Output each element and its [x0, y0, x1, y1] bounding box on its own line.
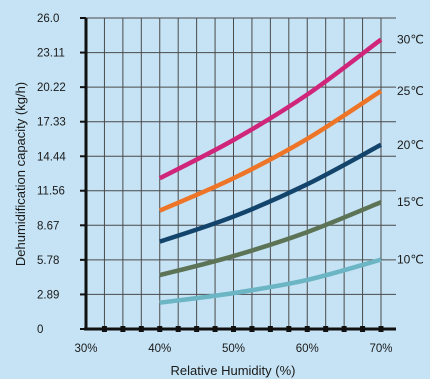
x-axis-title: Relative Humidity (%) — [171, 363, 296, 378]
series-label-20c: 20℃ — [397, 138, 424, 152]
x-tick-mark — [323, 326, 329, 332]
x-tick-mark — [231, 326, 236, 332]
y-tick-label: 23.11 — [37, 48, 65, 60]
x-tick-label: 40% — [148, 343, 171, 355]
series-line-25c — [158, 89, 383, 213]
tick-labels: 0 2.89 5.78 8.67 11.56 14.44 17.33 20.22 23.11 26… — [37, 13, 393, 355]
y-tick-label: 0 — [37, 324, 43, 336]
x-tick-mark — [360, 326, 366, 332]
x-tick-mark — [138, 326, 144, 332]
series-label-30c: 30℃ — [397, 33, 424, 47]
y-tick-label: 26.0 — [37, 13, 59, 25]
series-label-25c: 25℃ — [397, 84, 424, 98]
axes — [80, 17, 396, 332]
x-tick-mark — [341, 326, 347, 332]
x-tick-label: 50% — [222, 343, 245, 355]
x-tick-mark — [212, 326, 218, 332]
x-tick-mark — [249, 326, 255, 332]
y-tick-label: 17.33 — [37, 117, 66, 129]
series-label-15c: 15℃ — [397, 195, 424, 209]
y-tick-label: 11.56 — [37, 186, 65, 198]
x-tick-mark — [101, 326, 107, 332]
x-tick-mark — [286, 326, 292, 332]
x-tick-label: 30% — [74, 343, 97, 355]
series-line-20c — [159, 142, 383, 244]
series-label-10c: 10℃ — [397, 253, 424, 267]
y-tick-label: 5.78 — [37, 255, 59, 267]
y-tick-label: 20.22 — [37, 82, 66, 94]
x-tick-mark — [267, 326, 273, 332]
series-line-10c — [159, 257, 382, 305]
y-tick-label: 14.44 — [37, 151, 66, 163]
x-tick-mark — [175, 326, 181, 332]
series-line-15c — [159, 200, 382, 278]
y-axis-title: Dehumidification capacity (kg/h) — [13, 82, 28, 266]
y-tick-label: 2.89 — [37, 289, 59, 301]
x-tick-mark — [194, 326, 200, 332]
x-tick-label: 70% — [369, 343, 392, 355]
x-tick-mark — [120, 326, 126, 332]
y-tick-label: 8.67 — [37, 220, 59, 232]
x-tick-label: 60% — [296, 343, 319, 355]
x-tick-mark — [157, 326, 163, 332]
x-tick-mark — [378, 326, 384, 332]
series-line-30c — [158, 37, 383, 181]
x-tick-mark — [304, 326, 310, 332]
series-lines — [158, 37, 383, 305]
series-labels: 30℃ 25℃ 20℃ 15℃ 10℃ — [397, 33, 424, 267]
